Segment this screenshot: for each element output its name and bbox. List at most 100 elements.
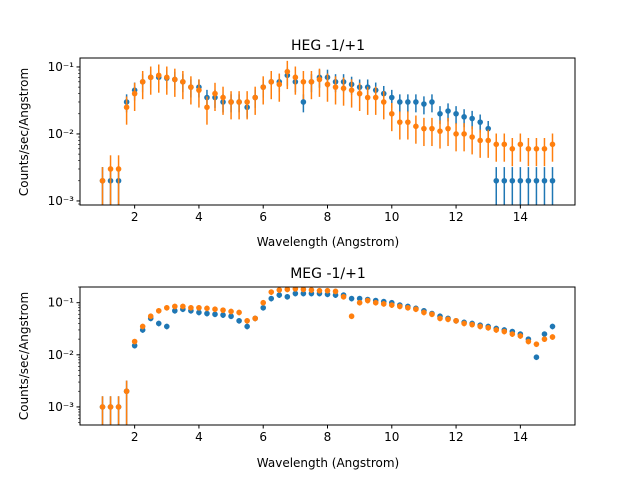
y-tick-label: 10⁻¹ [48,296,75,310]
data-point [533,354,540,360]
axes-frame [79,286,576,426]
data-point [236,317,242,324]
data-point [163,74,170,81]
data-point [364,94,371,101]
data-point [115,166,122,172]
data-point [131,342,138,349]
data-point [99,404,106,410]
data-point [163,323,170,330]
data-point [405,99,411,105]
data-point [485,137,492,144]
data-point [300,287,307,293]
data-point [196,309,202,316]
data-point [212,306,218,313]
data-point [252,315,258,322]
data-point [429,311,435,318]
plot-area [99,287,556,425]
data-point [107,166,114,172]
data-point [196,87,202,93]
data-point [204,305,210,312]
heg-xlabel: Wavelength (Angstrom) [257,235,399,249]
data-point [292,74,299,81]
data-point [501,328,508,335]
heg-title: HEG -1/+1 [291,38,365,54]
y-tick-label: 10⁻² [48,348,75,362]
data-point [364,297,371,304]
series-1 [99,60,556,205]
data-point [477,119,483,125]
data-point [541,331,548,337]
x-tick-label: 4 [195,210,203,224]
data-point [437,315,443,322]
data-point [525,177,532,184]
data-point [292,287,299,292]
data-point [461,114,467,120]
data-point [236,309,242,316]
data-point [340,293,347,300]
data-point [485,125,492,132]
data-point [388,94,395,101]
meg-xlabel: Wavelength (Angstrom) [257,456,399,470]
data-point [284,287,291,293]
data-point [517,177,524,184]
data-point [356,90,363,97]
data-point [212,90,218,97]
data-point [485,324,492,331]
data-point [99,177,106,184]
data-point [268,289,275,295]
meg-title: MEG -1/+1 [290,266,366,282]
data-point [268,295,275,302]
data-point [212,311,218,318]
data-point [180,79,186,85]
data-point [445,316,451,323]
data-point [397,99,403,105]
data-point [533,341,540,347]
data-point [204,310,210,317]
x-tick-label: 2 [131,210,139,224]
data-point [244,317,250,324]
plot-area [99,60,556,205]
data-point [469,321,475,328]
data-point [348,87,355,93]
y-tick-label: 10⁻³ [48,194,75,208]
data-point [453,317,459,324]
data-point [477,137,483,144]
x-tick-label: 10 [384,430,399,444]
data-point [131,338,138,345]
data-point [533,177,540,184]
data-point [397,303,403,310]
data-point [413,123,419,130]
data-point [155,320,162,327]
data-point [421,125,427,132]
data-point [525,338,532,345]
data-point [461,320,467,327]
data-point [300,290,307,297]
x-tick-label: 14 [513,430,528,444]
data-point [284,68,291,75]
data-point [437,128,443,134]
data-point [260,304,267,311]
data-point [501,141,508,148]
data-point [493,177,500,184]
data-point [155,307,162,314]
data-point [220,307,226,313]
data-point [445,108,451,114]
data-point [252,94,258,101]
data-point [139,79,146,85]
data-point [541,146,548,152]
data-point [533,146,540,152]
data-point [316,76,323,83]
data-point [107,404,114,410]
data-point [172,307,178,314]
data-point [260,84,267,90]
x-tick-label: 14 [513,210,528,224]
data-point [155,72,162,79]
data-point [172,303,178,310]
data-point [388,110,395,117]
data-point [284,293,291,300]
data-point [372,94,379,101]
data-point [405,304,411,311]
data-point [228,313,234,320]
data-point [517,333,524,339]
data-point [332,84,339,90]
